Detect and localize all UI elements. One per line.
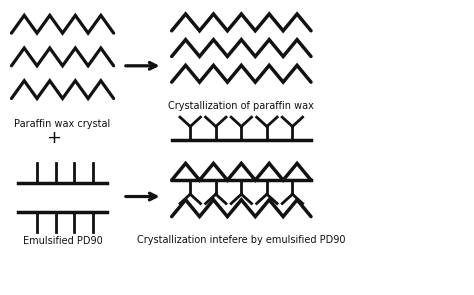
Text: Emulsified PD90: Emulsified PD90 <box>23 236 102 246</box>
Text: Paraffin wax crystal: Paraffin wax crystal <box>14 119 110 129</box>
Text: Crystallization of paraffin wax: Crystallization of paraffin wax <box>168 101 314 111</box>
Text: Crystallization intefere by emulsified PD90: Crystallization intefere by emulsified P… <box>137 235 346 245</box>
Text: +: + <box>46 129 61 147</box>
